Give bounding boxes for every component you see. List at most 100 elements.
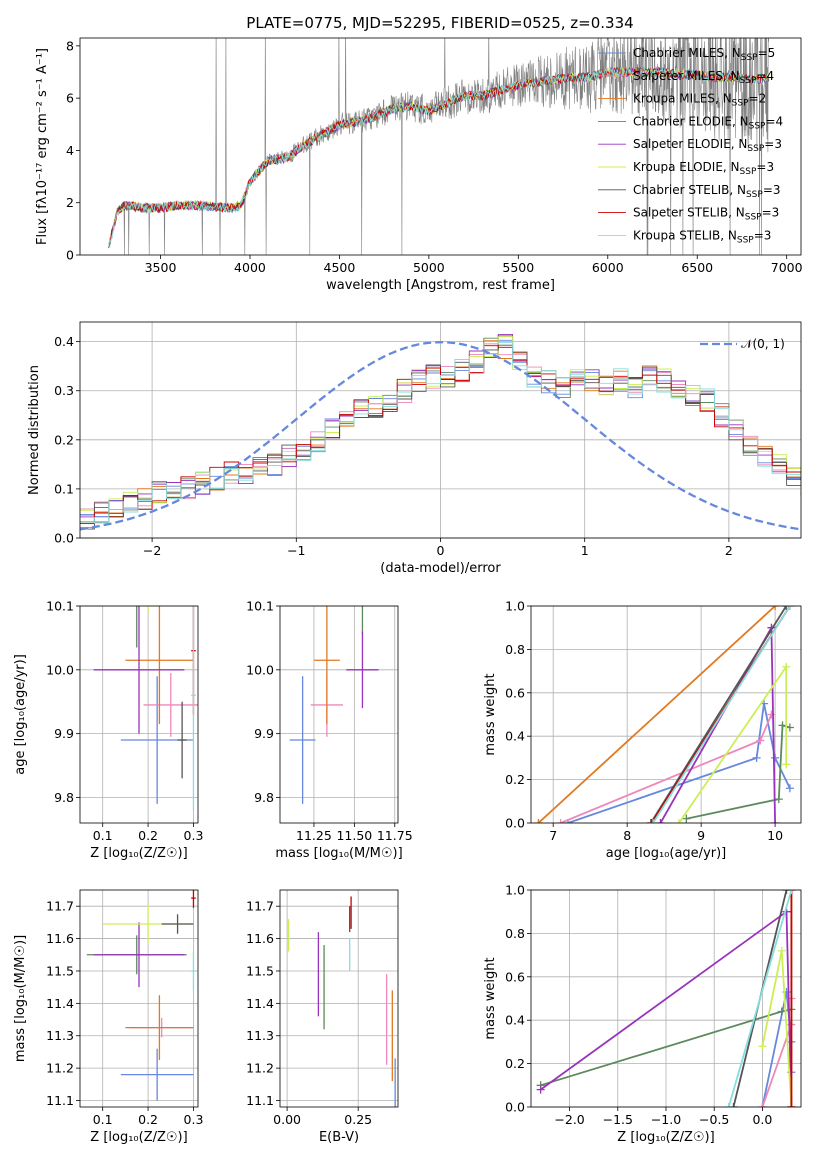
legend-label-salpeter-elodie: Salpeter ELODIE, NSSP=3: [633, 137, 782, 154]
weight-marker-salpeter-miles: [767, 710, 776, 719]
legend-label-kroupa-elodie: Kroupa ELODIE, NSSP=3: [633, 160, 774, 177]
y-tick-label: 10.0: [46, 662, 74, 677]
y-tick-label: 11.6: [246, 931, 274, 946]
legend-nssp-sub: SSP: [732, 99, 749, 109]
y-tick-label: 11.5: [46, 963, 74, 978]
weight-marker-salpeter-stelib: [647, 819, 656, 823]
weight-line-kroupa-stelib: [652, 606, 791, 823]
legend-label-kroupa-stelib: Kroupa STELIB, NSSP=3: [633, 228, 771, 245]
legend-nssp-sub: SSP: [746, 190, 763, 200]
weight-marker-kroupa-stelib: [649, 819, 658, 823]
legend-nssp-value: 2: [759, 92, 767, 106]
legend-nssp-value: 5: [768, 46, 776, 60]
legend-model: Kroupa MILES: [633, 92, 715, 106]
y-tick-label: 9.9: [254, 726, 274, 741]
weight-line-kroupa-miles: [537, 606, 776, 823]
weight-marker-chabrier-elodie: [682, 814, 691, 823]
legend-model: Salpeter MILES: [633, 69, 723, 83]
y-tick-label: 10.1: [246, 599, 274, 614]
axes-frame: [79, 37, 802, 256]
weight-marker-chabrier-elodie: [777, 1007, 786, 1016]
legend-nssp-value: 4: [776, 114, 784, 128]
y-tick-label: 0.1: [54, 481, 74, 496]
legend-nssp-prefix: , N: [720, 228, 737, 242]
y-tick-label: 11.3: [246, 1028, 274, 1043]
x-axis-label: Z [log₁₀(Z/Z☉)]: [617, 1130, 714, 1145]
y-axis-label: age [log₁₀(age/yr)]: [13, 654, 28, 775]
panel-age-vs-mass-weight: 7 8 9 10 0.0 0.2 0.4 0.6 0.8 1.0 age [log₁₀(age/yr…: [483, 599, 802, 861]
legend-label-salpeter-stelib: Salpeter STELIB, NSSP=3: [633, 206, 779, 223]
legend-label-chabrier-miles: Chabrier MILES, NSSP=5: [633, 46, 775, 63]
x-tick-label: 2: [725, 543, 733, 558]
legend-nssp-value: 3: [774, 137, 782, 151]
weight-marker-kroupa-elodie: [674, 819, 683, 823]
weight-marker-chabrier-elodie: [778, 721, 787, 730]
legend-nssp-prefix: , N: [724, 46, 741, 60]
plot-area: [287, 896, 396, 1107]
x-tick-label: −0.5: [699, 1112, 729, 1127]
y-axis-label: mass weight: [483, 957, 498, 1039]
axes-frame: [279, 889, 399, 1108]
x-tick-label: 0.25: [344, 1112, 372, 1127]
y-tick-label: 0.2: [54, 432, 74, 447]
weight-marker-chabrier-elodie: [774, 795, 783, 804]
legend-model: Kroupa ELODIE: [633, 160, 723, 174]
x-tick-label: 11.25: [296, 828, 332, 843]
model-spectrum-kroupa-stelib: [108, 67, 770, 248]
y-tick-label: 4: [66, 143, 74, 158]
legend-label-salpeter-miles: Salpeter MILES, NSSP=4: [633, 69, 774, 86]
x-tick-label: 9: [697, 828, 705, 843]
plot-area: [289, 606, 379, 804]
legend-nssp-prefix: , N: [723, 69, 740, 83]
x-axis-label: Z [log₁₀(Z/Z☉)]: [90, 1130, 187, 1145]
weight-marker-kroupa-stelib: [724, 1103, 733, 1107]
weight-marker-kroupa-miles: [771, 606, 780, 610]
x-tick-label: −1.0: [651, 1112, 681, 1127]
legend-label-normal: 𝒩(0, 1): [741, 337, 785, 351]
x-axis-label: Z [log₁₀(Z/Z☉)]: [90, 846, 187, 861]
plot-area: [534, 606, 794, 823]
axes-frame: [79, 889, 199, 1108]
legend-model: Salpeter STELIB: [633, 206, 728, 220]
legend-model: Salpeter ELODIE: [633, 137, 731, 151]
y-tick-label: 0.0: [505, 1100, 525, 1115]
legend-nssp-value: 3: [773, 183, 781, 197]
x-tick-label: −1: [287, 543, 305, 558]
legend-nssp-value: 3: [772, 206, 780, 220]
legend-label-kroupa-miles: Kroupa MILES, NSSP=2: [633, 92, 766, 109]
y-tick-label: 11.1: [46, 1093, 74, 1108]
weight-marker-chabrier-stelib: [646, 819, 655, 823]
y-tick-label: 11.2: [46, 1061, 74, 1076]
y-tick-label: 0.0: [54, 531, 74, 546]
weight-marker-chabrier-stelib: [782, 606, 791, 610]
plot-area: [108, 38, 770, 255]
x-tick-label: 11.50: [336, 828, 372, 843]
weight-marker-salpeter-miles: [758, 1103, 767, 1107]
x-tick-label: 4000: [234, 260, 266, 275]
x-axis-label: E(B-V): [319, 1130, 359, 1145]
y-axis-label: Normed distribution: [27, 365, 42, 495]
x-tick-label: 0.0: [752, 1112, 772, 1127]
axes-frame: [279, 605, 399, 824]
plot-area: [80, 333, 801, 531]
weight-marker-kroupa-elodie: [782, 760, 791, 769]
panel-Z-vs-mass: 0.1 0.2 0.3 11.1 11.2 11.3 11.4 11.5 11.6 11.7 Z […: [13, 889, 203, 1145]
legend-nssp-eq: =: [765, 114, 775, 128]
legend-nssp-eq: =: [758, 46, 768, 60]
panel-Z-vs-mass-weight: −2.0 −1.5 −1.0 −0.5 0.0 0.0 0.2 0.4 0.6 0.8 1.0 Z […: [483, 883, 802, 1145]
y-axis-label: mass weight: [483, 673, 498, 755]
legend-nssp-prefix: , N: [715, 92, 732, 106]
y-tick-label: 0.6: [505, 685, 525, 700]
x-tick-label: 11.75: [377, 828, 413, 843]
weight-line-chabrier-stelib: [650, 606, 787, 823]
y-tick-label: 11.4: [246, 996, 274, 1011]
plot-area: [93, 606, 198, 811]
x-axis-label: age [log₁₀(age/yr)]: [606, 846, 727, 861]
weight-marker-chabrier-miles: [752, 753, 761, 762]
legend-nssp-eq: =: [762, 206, 772, 220]
y-tick-label: 0.4: [505, 1013, 525, 1028]
axes-frame: [79, 321, 802, 539]
x-tick-label: 0: [437, 543, 445, 558]
